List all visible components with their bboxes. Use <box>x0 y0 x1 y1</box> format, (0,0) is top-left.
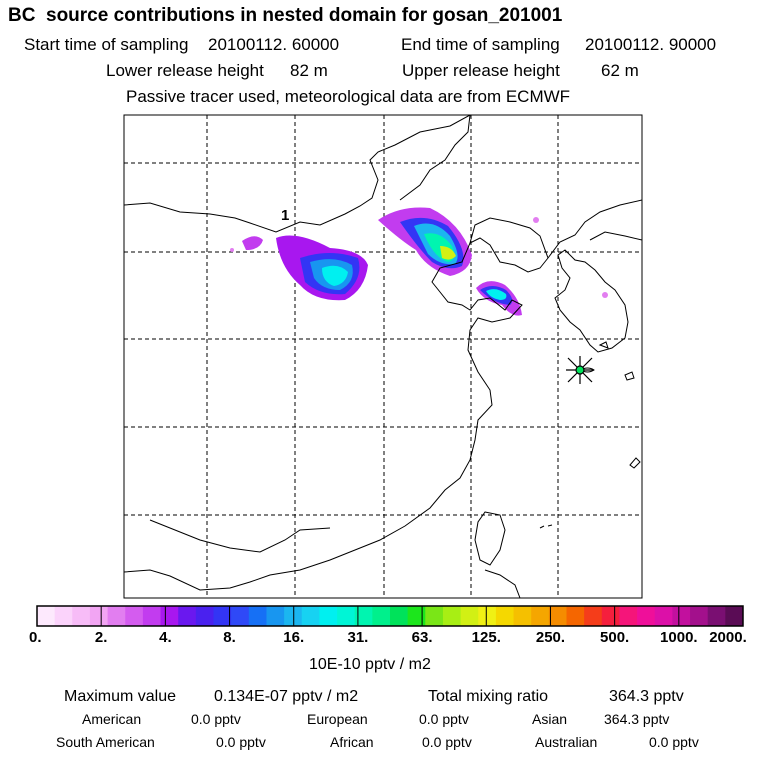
max-value: 0.134E-07 pptv / m2 <box>214 688 359 705</box>
colorbar-swatch <box>266 606 285 626</box>
colorbar-tick-label: 8. <box>223 629 236 646</box>
colorbar-tick-label: 0. <box>29 629 42 646</box>
colorbar-swatch <box>513 606 532 626</box>
colorbar-swatch <box>337 606 356 626</box>
receptor-marker-icon <box>566 356 594 384</box>
colorbar-swatch <box>301 606 320 626</box>
start-time-value: 20100112. 60000 <box>208 35 340 54</box>
colorbar-swatch <box>601 606 620 626</box>
region-value-african: 0.0 pptv <box>422 734 472 750</box>
upper-height-value: 62 m <box>601 61 639 80</box>
colorbar-swatch <box>425 606 444 626</box>
colorbar-swatch <box>248 606 267 626</box>
colorbar-swatch <box>54 606 73 626</box>
colorbar-swatch <box>178 606 197 626</box>
colorbar-tick-label: 2. <box>94 629 108 646</box>
colorbar-swatch <box>495 606 515 626</box>
end-time-value: 20100112. 90000 <box>585 35 717 54</box>
colorbar-swatch <box>107 606 126 626</box>
colorbar-tick-label: 125. <box>471 629 501 646</box>
plume-central <box>378 207 472 276</box>
country-borders <box>149 217 549 553</box>
colorbar-swatch <box>654 606 673 626</box>
colorbar-swatch <box>89 606 109 626</box>
colorbar-swatch <box>584 606 603 626</box>
colorbar-swatch <box>142 606 162 626</box>
colorbar-swatch <box>390 606 409 626</box>
map-frame <box>123 114 643 599</box>
coastlines <box>124 115 642 598</box>
region-name-african: African <box>330 734 374 750</box>
end-time-label: End time of sampling <box>401 35 560 54</box>
colorbar <box>36 605 744 627</box>
upper-height-label: Upper release height <box>402 61 560 80</box>
region-name-european: European <box>307 711 368 727</box>
colorbar-swatch <box>72 606 91 626</box>
colorbar-swatch <box>531 606 550 626</box>
colorbar-swatch <box>354 606 373 626</box>
colorbar-swatch <box>637 606 656 626</box>
colorbar-swatch <box>407 606 426 626</box>
total-mixing-value: 364.3 pptv <box>609 688 684 705</box>
figure-title: BC source contributions in nested domain… <box>8 5 563 26</box>
colorbar-tick-label: 63. <box>411 629 433 646</box>
colorbar-tick-label: 250. <box>535 629 566 646</box>
colorbar-swatch <box>566 606 585 626</box>
source-annotation: 1 <box>281 207 289 224</box>
colorbar-swatch <box>548 606 567 626</box>
colorbar-swatch <box>690 606 709 626</box>
colorbar-swatch <box>125 606 144 626</box>
colorbar-swatch <box>672 606 691 626</box>
colorbar-swatch <box>478 606 497 626</box>
region-value-american: 0.0 pptv <box>191 711 241 727</box>
region-name-asian: Asian <box>532 711 568 727</box>
colorbar-swatch <box>619 606 638 626</box>
region-name-south-american: South American <box>56 734 155 750</box>
start-time-label: Start time of sampling <box>24 35 189 54</box>
colorbar-swatch <box>195 606 214 626</box>
colorbar-swatch <box>231 606 250 626</box>
region-name-american: American <box>82 711 142 727</box>
map-panel: 1 <box>123 114 643 599</box>
colorbar-swatch <box>37 606 56 626</box>
colorbar-swatch <box>284 606 303 626</box>
colorbar-swatch <box>213 606 232 626</box>
colorbar-swatch <box>725 606 744 626</box>
colorbar-tick-label: 1000. <box>660 629 698 646</box>
colorbar-tick-label: 31. <box>347 629 369 646</box>
colorbar-swatch <box>460 606 479 626</box>
colorbar-swatch <box>160 606 179 626</box>
colorbar-tick-label: 500. <box>600 629 630 646</box>
lower-height-label: Lower release height <box>106 61 264 80</box>
total-mixing-label: Total mixing ratio <box>428 688 549 705</box>
region-value-european: 0.0 pptv <box>419 711 469 727</box>
colorbar-unit: 10E-10 pptv / m2 <box>309 656 431 673</box>
colorbar-swatch <box>372 606 391 626</box>
lower-height-value: 82 m <box>290 61 328 80</box>
region-value-australian: 0.0 pptv <box>649 734 699 750</box>
plume-west <box>242 235 368 301</box>
max-value-label: Maximum value <box>64 688 177 705</box>
colorbar-tick-label: 2000. <box>709 629 747 646</box>
plume-speckles <box>230 217 608 298</box>
colorbar-swatch <box>319 606 338 626</box>
colorbar-tick-label: 16. <box>283 629 305 646</box>
colorbar-tick-label: 4. <box>159 629 172 646</box>
region-name-australian: Australian <box>535 734 598 750</box>
region-value-asian: 364.3 pptv <box>604 711 670 727</box>
region-value-south-american: 0.0 pptv <box>216 734 266 750</box>
plume-east <box>476 281 522 316</box>
graticule <box>124 115 642 598</box>
colorbar-swatch <box>442 606 462 626</box>
tracer-note: Passive tracer used, meteorological data… <box>126 87 571 106</box>
colorbar-swatch <box>707 606 726 626</box>
